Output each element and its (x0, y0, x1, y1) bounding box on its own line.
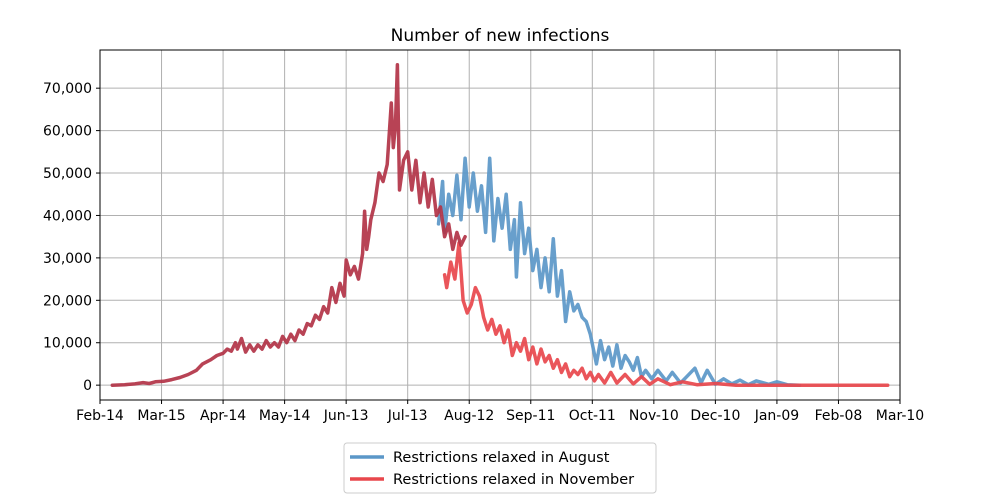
x-tick-label: May-14 (259, 408, 311, 424)
x-tick-label: Dec-10 (690, 408, 740, 424)
plot-frame (99, 49, 901, 401)
x-tick-label: Jul-13 (387, 408, 428, 424)
y-tick-label: 0 (83, 378, 92, 394)
y-tick-label: 30,000 (43, 251, 92, 267)
x-tick-label: Apr-14 (200, 408, 246, 424)
y-tick-label: 70,000 (43, 81, 92, 97)
series-lines (110, 63, 890, 387)
x-tick-label: Oct-11 (569, 408, 616, 424)
legend: Restrictions relaxed in August Restrictio… (343, 442, 657, 494)
x-tick-label: Feb-08 (815, 408, 863, 424)
x-axis-ticks: Feb-14 Mar-15 Apr-14 May-14 Jun-13 Jul-13 Aug-… (76, 400, 924, 424)
series-line-0 (436, 156, 802, 387)
series-line-1 (442, 241, 890, 387)
x-tick-label: Feb-14 (76, 408, 124, 424)
y-axis-ticks: 0 10,000 20,000 30,000 40,000 50,000 60,000 70,… (43, 81, 100, 394)
x-tick-label: Nov-10 (629, 408, 679, 424)
x-tick-label: Mar-10 (876, 408, 924, 424)
x-tick-label: Jun-13 (323, 408, 369, 424)
x-tick-label: Mar-15 (137, 408, 185, 424)
x-tick-label: Aug-12 (444, 408, 494, 424)
x-tick-label: Sep-11 (506, 408, 555, 424)
y-tick-label: 20,000 (43, 293, 92, 309)
chart-title: Number of new infections (391, 26, 610, 46)
series-line-2 (110, 63, 467, 387)
y-tick-label: 60,000 (43, 124, 92, 140)
legend-label: Restrictions relaxed in November (393, 472, 634, 488)
y-tick-label: 40,000 (43, 208, 92, 224)
y-tick-label: 10,000 (43, 336, 92, 352)
y-tick-label: 50,000 (43, 166, 92, 182)
legend-label: Restrictions relaxed in August (393, 450, 610, 466)
x-tick-label: Jan-09 (754, 408, 799, 424)
legend-box (343, 442, 657, 494)
